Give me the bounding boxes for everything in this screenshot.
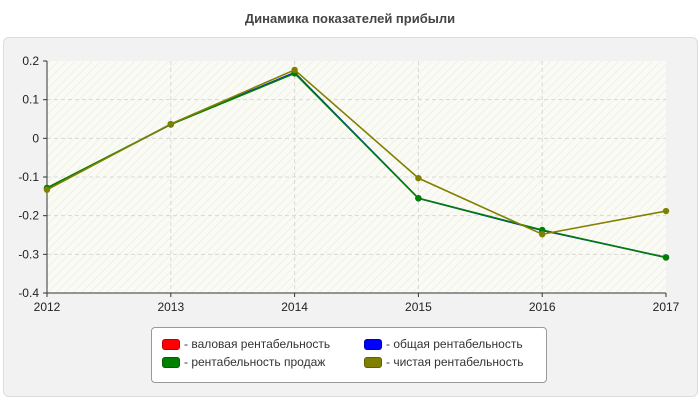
x-tick-label: 2017 xyxy=(653,300,680,314)
data-point-3 xyxy=(539,231,546,238)
legend-item-total: - общая рентабельность xyxy=(364,337,523,351)
y-tick-label: 0.2 xyxy=(22,54,39,68)
legend-label-sales: - рентабельность продаж xyxy=(184,355,326,369)
y-tick-label: -0.1 xyxy=(18,170,39,184)
legend-label-total: - общая рентабельность xyxy=(386,337,523,351)
data-point-3 xyxy=(662,207,670,215)
data-point-3 xyxy=(43,186,51,193)
data-point-3 xyxy=(415,174,422,182)
legend-swatch-net xyxy=(364,356,382,368)
y-tick-label: -0.3 xyxy=(18,247,39,261)
legend-item-net: - чистая рентабельность xyxy=(364,355,523,369)
chart-title: Динамика показателей прибыли xyxy=(244,11,456,26)
x-tick-label: 2012 xyxy=(34,300,61,314)
y-tick-label: 0.1 xyxy=(22,93,39,107)
data-point-2 xyxy=(415,195,422,202)
legend-label-gross: - валовая рентабельность xyxy=(184,337,331,351)
data-point-3 xyxy=(167,120,174,128)
y-tick-label: 0 xyxy=(32,131,39,145)
data-point-3 xyxy=(291,66,298,74)
y-tick-label: -0.4 xyxy=(18,286,39,300)
x-tick-label: 2013 xyxy=(157,300,184,314)
x-tick-label: 2016 xyxy=(529,300,556,314)
legend-swatch-total xyxy=(364,338,382,350)
legend-swatch-sales xyxy=(162,356,180,368)
legend-swatch-gross xyxy=(162,338,180,350)
data-point-2 xyxy=(662,254,670,261)
x-tick-label: 2015 xyxy=(405,300,432,314)
legend-item-gross: - валовая рентабельность xyxy=(162,337,330,351)
legend-item-sales: - рентабельность продаж xyxy=(162,355,325,369)
x-tick-label: 2014 xyxy=(281,300,308,314)
y-tick-label: -0.2 xyxy=(18,209,39,223)
legend-label-net: - чистая рентабельность xyxy=(386,355,524,369)
chart-legend: - валовая рентабельность - общая рентабе… xyxy=(151,327,547,383)
series-line-3 xyxy=(46,68,667,236)
